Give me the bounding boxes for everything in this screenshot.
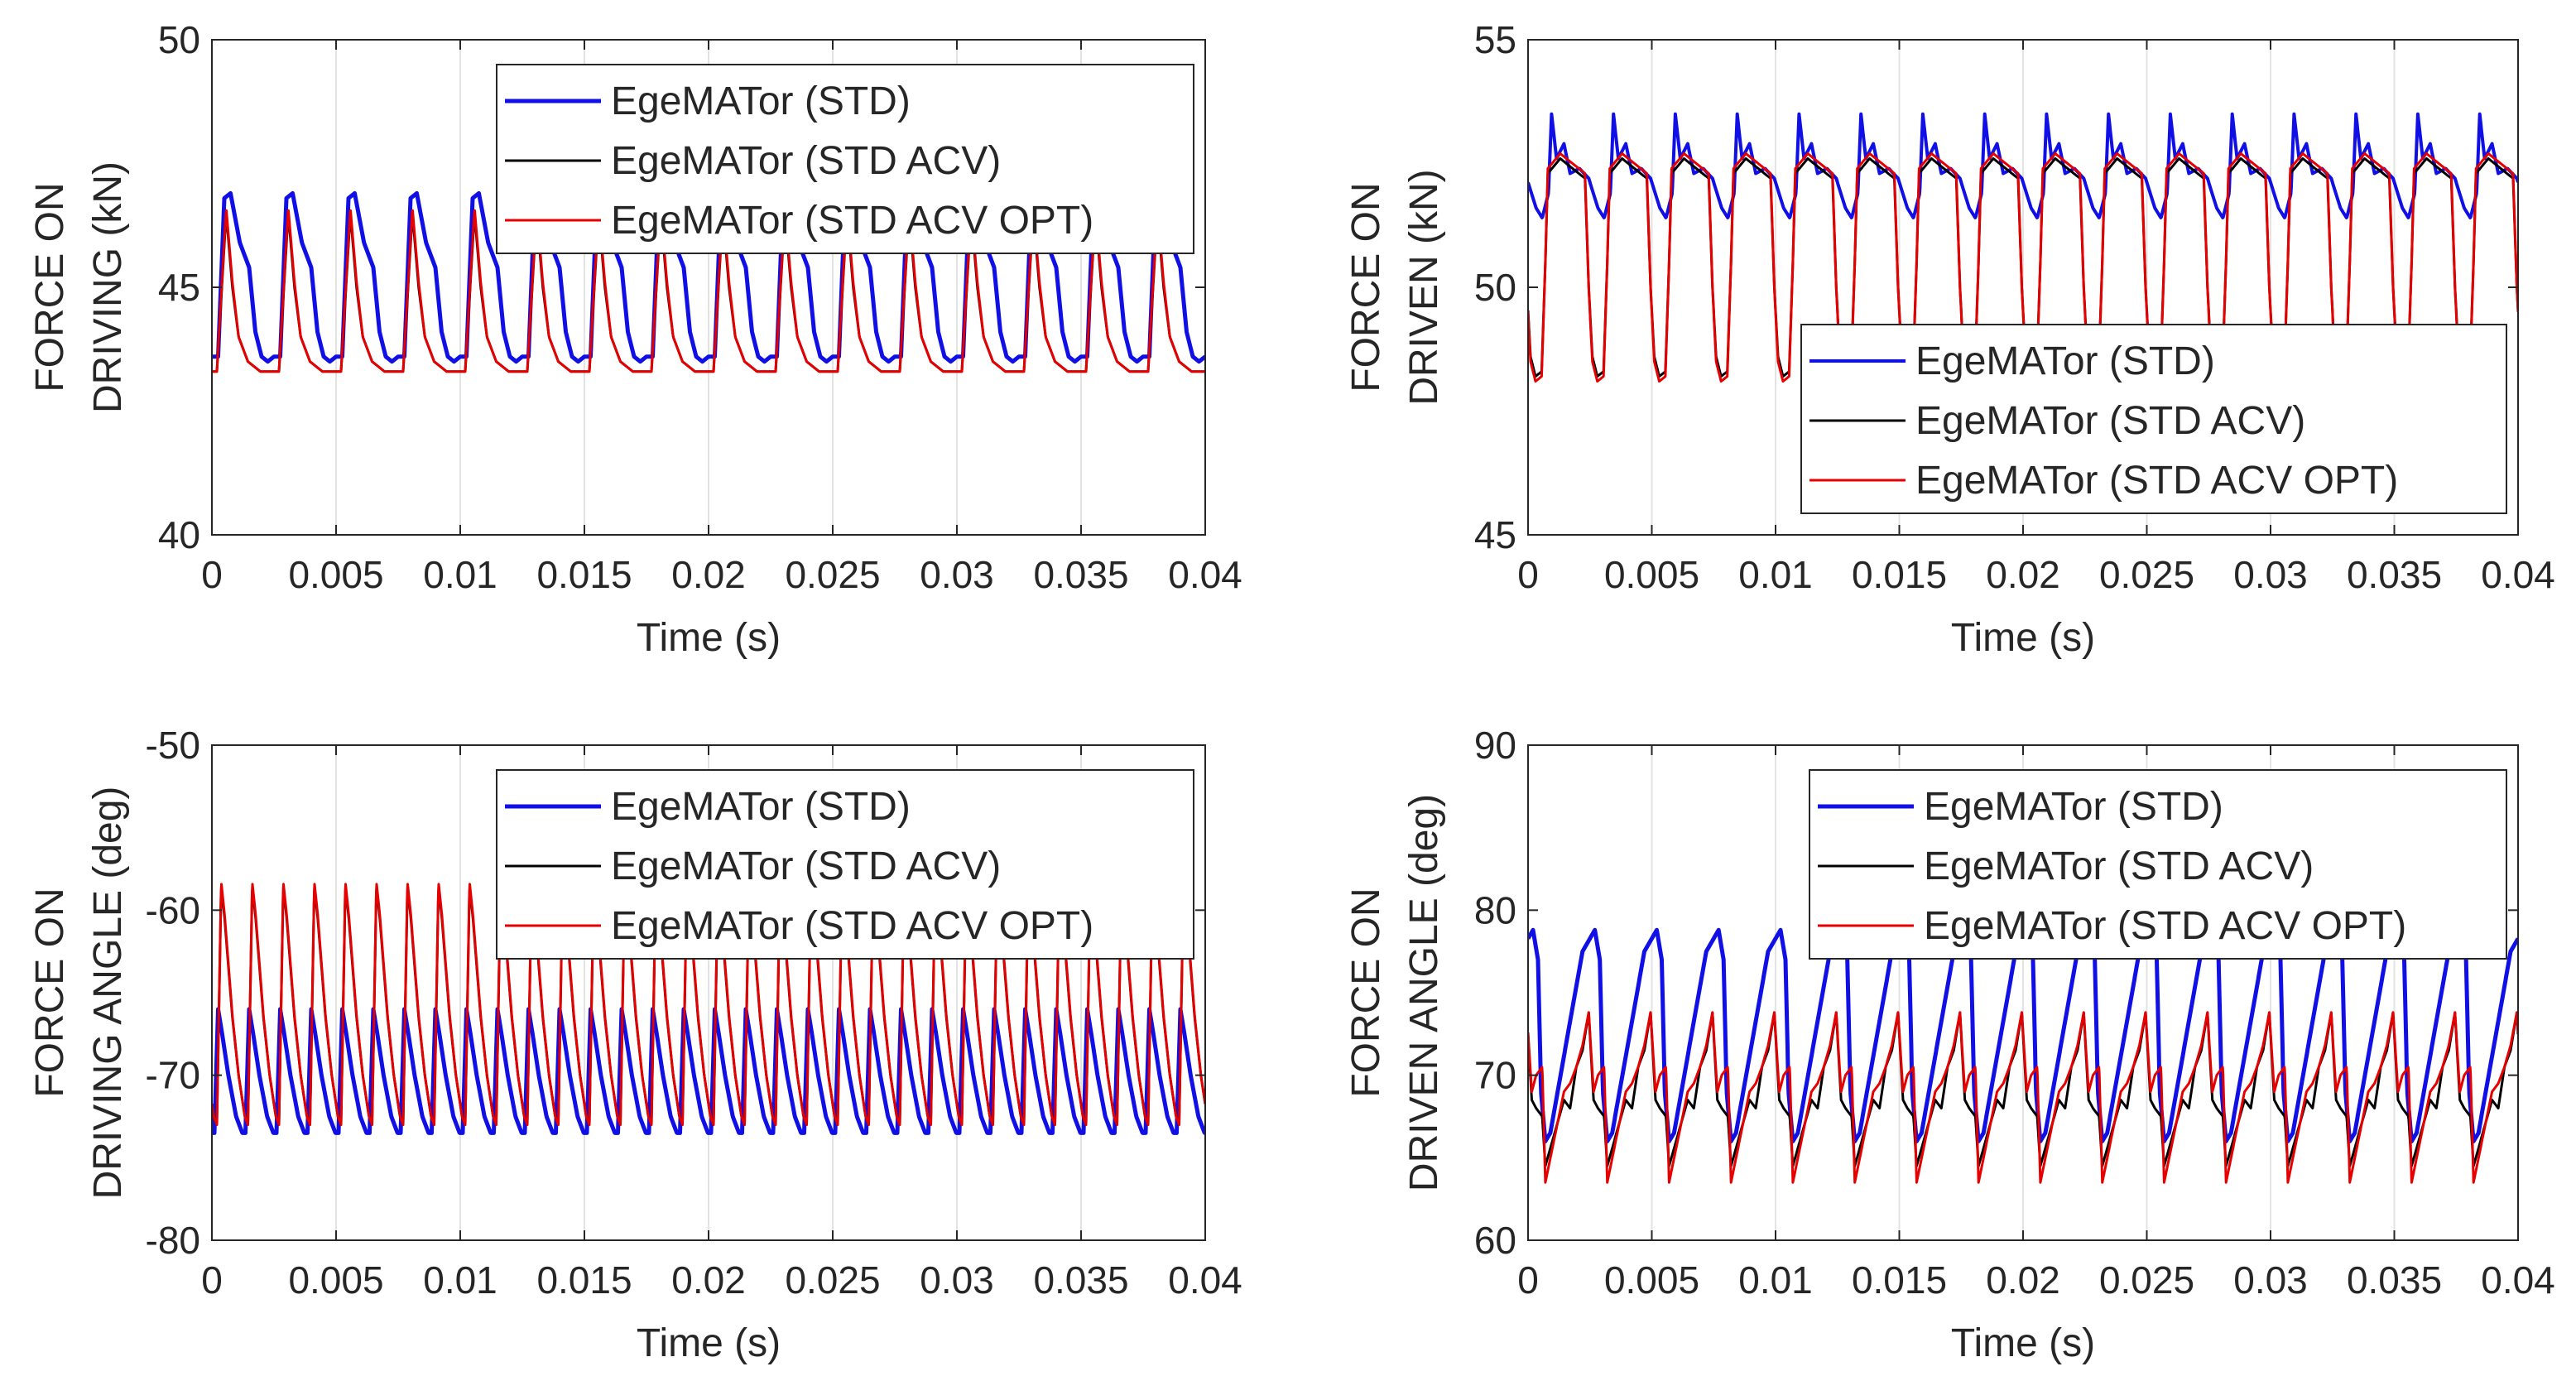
driven-force-x-tick-label: 0 [1517, 553, 1539, 596]
driving-force-legend-entry: EgeMATor (STD) [611, 79, 911, 123]
driving-angle-y-tick-label: -80 [146, 1219, 200, 1262]
driven-angle-x-tick-label: 0.025 [2099, 1258, 2194, 1302]
driving-angle-x-tick-label: 0 [201, 1258, 223, 1302]
driving-force-x-tick-label: 0.02 [671, 553, 746, 596]
driving-angle-y-axis-label: DRIVING ANGLE (deg) [86, 787, 130, 1200]
driving-angle-x-tick-label: 0.025 [785, 1258, 880, 1302]
driven-force-x-tick-label: 0.01 [1738, 553, 1813, 596]
driving-force-y-axis-label: DRIVING (kN) [86, 161, 130, 413]
driving-angle-x-tick-label: 0.035 [1033, 1258, 1128, 1302]
driving-angle-x-tick-label: 0.02 [671, 1258, 746, 1302]
driven-angle-x-tick-label: 0 [1517, 1258, 1539, 1302]
driving-angle-series-egemator-std [212, 1007, 1205, 1135]
driving-angle-legend-entry: EgeMATor (STD ACV) [611, 844, 1001, 888]
driving-force-x-tick-label: 0.015 [536, 553, 632, 596]
driving-force-legend-entry: EgeMATor (STD ACV OPT) [611, 199, 1093, 243]
driven-force-x-tick-label: 0.03 [2233, 553, 2308, 596]
driving-force-x-tick-label: 0.04 [1168, 553, 1242, 596]
driving-force-y-tick-label: 40 [158, 513, 200, 556]
plot-driving-angle: 0 0.005 0.01 0.015 0.02 0.025 0.03 0.035 0.04 -80… [28, 724, 1242, 1365]
driving-force-x-tick-label: 0.025 [785, 553, 880, 596]
driving-force-x-tick-label: 0.005 [288, 553, 383, 596]
driven-force-y-axis-label: DRIVEN (kN) [1402, 169, 1446, 405]
driven-force-x-axis-label: Time (s) [1951, 616, 2095, 660]
driven-force-x-tick-label: 0.04 [2481, 553, 2555, 596]
driven-angle-y-tick-label: 60 [1474, 1219, 1516, 1262]
driving-angle-x-tick-label: 0.01 [423, 1258, 497, 1302]
driving-angle-legend-entry: EgeMATor (STD) [611, 785, 911, 829]
driving-force-x-tick-label: 0.035 [1033, 553, 1128, 596]
driven-angle-x-tick-label: 0.035 [2347, 1258, 2442, 1302]
driving-force-y-tick-label: 45 [158, 266, 200, 309]
driving-force-x-axis-label: Time (s) [637, 616, 781, 660]
driven-angle-y-axis-label: FORCE ON [1344, 888, 1388, 1097]
driving-force-legend-box [496, 64, 1194, 254]
driving-angle-legend-box [496, 769, 1194, 960]
driven-angle-y-tick-label: 90 [1474, 724, 1516, 767]
plot-driven-angle: 0 0.005 0.01 0.015 0.02 0.025 0.03 0.035 0.04 60 7… [1344, 724, 2555, 1365]
driven-angle-y-tick-label: 70 [1474, 1054, 1516, 1097]
driving-force-y-axis-label: FORCE ON [28, 182, 72, 392]
driven-angle-legend-entry: EgeMATor (STD ACV OPT) [1924, 904, 2406, 948]
driven-force-x-tick-label: 0.035 [2347, 553, 2442, 596]
driven-force-x-tick-label: 0.005 [1604, 553, 1699, 596]
driving-force-legend: EgeMATor (STD) EgeMATor (STD ACV) EgeMATor… [496, 64, 1194, 254]
driven-angle-x-tick-label: 0.02 [1986, 1258, 2060, 1302]
driving-angle-x-tick-label: 0.03 [920, 1258, 994, 1302]
driven-force-legend-box [1800, 324, 2507, 514]
driven-force-x-tick-label: 0.02 [1986, 553, 2060, 596]
driven-force-legend-entry: EgeMATor (STD) [1915, 339, 2215, 383]
driven-angle-y-tick-label: 80 [1474, 888, 1516, 931]
driving-angle-y-axis-label: FORCE ON [28, 888, 72, 1097]
driven-angle-x-tick-label: 0.03 [2233, 1258, 2308, 1302]
driven-force-y-tick-label: 50 [1474, 266, 1516, 309]
driving-angle-x-tick-label: 0.04 [1168, 1258, 1242, 1302]
driven-force-y-axis-label: FORCE ON [1344, 182, 1388, 392]
driven-force-y-tick-label: 45 [1474, 513, 1516, 556]
driving-angle-series-group [212, 883, 1205, 1135]
driving-angle-series-egemator-std-acv-opt [212, 883, 1205, 1126]
plot-driving-force: 0 0.005 0.01 0.015 0.02 0.025 0.03 0.035 0.04 40 4… [28, 18, 1242, 660]
plot-driven-force: 0 0.005 0.01 0.015 0.02 0.025 0.03 0.035 0.04 45 5… [1344, 18, 2555, 660]
driven-force-series-egemator-std-acv-opt [1528, 152, 2518, 383]
driven-angle-x-tick-label: 0.015 [1852, 1258, 1947, 1302]
driving-angle-y-tick-label: -50 [146, 724, 200, 767]
driven-angle-legend-entry: EgeMATor (STD) [1924, 785, 2223, 829]
driven-angle-x-tick-label: 0.01 [1738, 1258, 1813, 1302]
driven-force-series-group [1528, 112, 2518, 383]
driving-angle-x-tick-label: 0.015 [536, 1258, 632, 1302]
driven-angle-legend: EgeMATor (STD) EgeMATor (STD ACV) EgeMATor… [1809, 769, 2507, 960]
driven-force-x-tick-label: 0.025 [2099, 553, 2194, 596]
driven-force-legend-entry: EgeMATor (STD ACV OPT) [1915, 459, 2398, 503]
driving-angle-x-axis-label: Time (s) [637, 1321, 781, 1365]
driven-force-x-tick-label: 0.015 [1852, 553, 1947, 596]
driving-force-y-tick-label: 50 [158, 18, 200, 61]
driven-force-y-tick-label: 55 [1474, 18, 1516, 61]
driving-angle-y-tick-label: -70 [146, 1054, 200, 1097]
driven-force-legend-entry: EgeMATor (STD ACV) [1915, 399, 2305, 443]
driving-force-x-tick-label: 0.03 [920, 553, 994, 596]
driving-force-legend-entry: EgeMATor (STD ACV) [611, 139, 1001, 183]
driving-angle-x-tick-label: 0.005 [288, 1258, 383, 1302]
driven-angle-legend-entry: EgeMATor (STD ACV) [1924, 844, 2314, 888]
driving-force-x-tick-label: 0 [201, 553, 223, 596]
driving-force-series-egemator-std-acv-opt [212, 209, 1205, 373]
driven-angle-x-axis-label: Time (s) [1951, 1321, 2095, 1365]
driving-angle-y-tick-label: -60 [146, 888, 200, 931]
driven-force-legend: EgeMATor (STD) EgeMATor (STD ACV) EgeMATor… [1800, 324, 2507, 514]
driven-angle-y-axis-label: DRIVEN ANGLE (deg) [1402, 794, 1446, 1191]
driving-angle-legend: EgeMATor (STD) EgeMATor (STD ACV) EgeMATor… [496, 769, 1194, 960]
driving-angle-legend-entry: EgeMATor (STD ACV OPT) [611, 904, 1093, 948]
driving-force-x-tick-label: 0.01 [423, 553, 497, 596]
driven-angle-x-tick-label: 0.04 [2481, 1258, 2555, 1302]
driven-angle-legend-box [1809, 769, 2507, 960]
driven-angle-x-tick-label: 0.005 [1604, 1258, 1699, 1302]
driven-angle-series-egemator-std-acv-opt [1528, 1011, 2518, 1184]
